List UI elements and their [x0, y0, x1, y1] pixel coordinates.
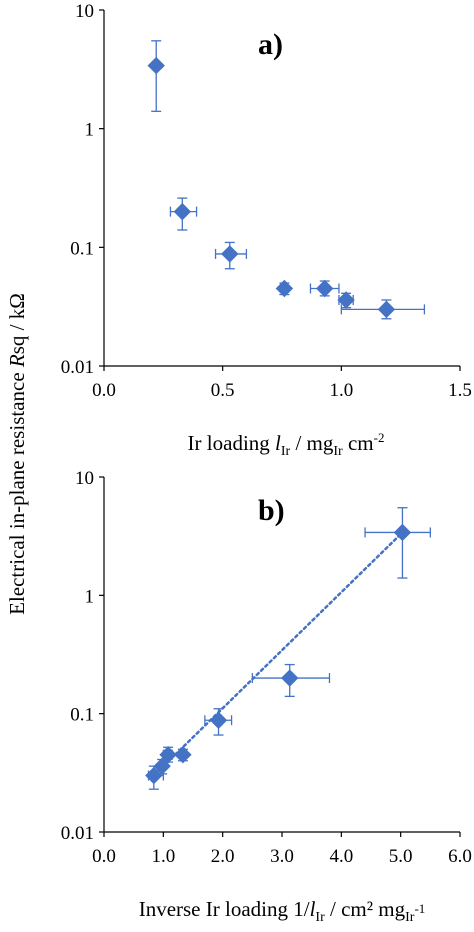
panel-a-y-tick-label: 1: [85, 120, 95, 141]
y-axis-label-main: Electrical in-plane resistance: [5, 367, 29, 615]
panel-a-y-tick-label: 0.01: [61, 357, 94, 378]
panel-b-x-tick-label: 3.0: [270, 846, 294, 867]
panel-a-data-point: [221, 245, 239, 263]
y-axis-label: Electrical in-plane resistance Rsq / kΩ: [5, 293, 29, 615]
panel-a-y-tick-label: 10: [75, 1, 94, 22]
panel-b-xlabel-unit-sub: Ir: [405, 910, 415, 925]
y-axis-label-rest: sq / kΩ: [5, 293, 29, 354]
panel-b-xlabel-var-sub: Ir: [315, 910, 325, 925]
panel-b-data-point: [153, 757, 171, 775]
panel-a-x-tick-label: 1.5: [448, 380, 472, 401]
panel-a-label: a): [258, 28, 283, 61]
panel-a: a) Ir loading lIr / mgIr cm-2 0.010.1110…: [61, 1, 472, 459]
panel-a-y-tick-label: 0.1: [70, 238, 94, 259]
panel-a-data-point: [173, 202, 192, 221]
panel-a-xlabel-post-sup: -2: [374, 430, 385, 445]
panel-b-y-tick-label: 0.01: [61, 823, 94, 844]
panel-a-xlabel-post: cm: [343, 431, 374, 455]
panel-a-x-tick-label: 1.0: [329, 380, 353, 401]
panel-b-data-point: [393, 523, 412, 542]
y-axis-label-italic: R: [5, 354, 29, 368]
panel-b-data-point: [159, 745, 177, 764]
panel-a-xlabel-mid: / mg: [290, 431, 334, 455]
panel-b-x-tick-label: 1.0: [151, 846, 175, 867]
panel-b-x-axis-label: Inverse Ir loading 1/lIr / cm² mgIr-1: [139, 897, 426, 925]
panel-a-x-axis-label: Ir loading lIr / mgIr cm-2: [188, 430, 385, 459]
panel-b-data-point: [145, 766, 163, 785]
panel-a-data-point: [275, 279, 294, 298]
panel-b-xlabel-pre: Inverse Ir loading 1/: [139, 897, 310, 921]
panel-b-x-tick-label: 6.0: [448, 846, 472, 867]
panel-b-x-tick-label: 5.0: [389, 846, 413, 867]
panel-a-data-point: [316, 279, 334, 298]
panel-b-y-tick-label: 10: [75, 468, 94, 489]
panel-a-xlabel-pre: Ir loading: [188, 431, 275, 455]
panel-b-x-tick-label: 2.0: [211, 846, 235, 867]
panel-b-data-point: [174, 745, 192, 764]
panel-a-x-tick-label: 0.5: [211, 380, 235, 401]
panel-a-xlabel-unit-sub: Ir: [333, 444, 343, 459]
panel-b-xlabel-var: l: [310, 897, 316, 921]
panel-b-y-tick-label: 0.1: [70, 705, 94, 726]
panel-a-xlabel-var: l: [275, 431, 281, 455]
panel-a-data-point: [147, 56, 165, 75]
panel-b-data-point: [209, 711, 228, 729]
panel-a-x-tick-label: 0.0: [92, 380, 116, 401]
panel-a-xlabel-var-sub: Ir: [281, 444, 291, 459]
panel-b-trendline: [152, 531, 404, 777]
panel-b: b) Inverse Ir loading 1/lIr / cm² mgIr-1…: [61, 468, 472, 925]
panel-b-data-point: [281, 669, 299, 687]
panel-b-x-tick-label: 4.0: [329, 846, 353, 867]
panel-b-xlabel-mid: / cm² mg: [325, 897, 406, 921]
panel-b-y-tick-label: 1: [85, 586, 95, 607]
panel-b-x-tick-label: 0.0: [92, 846, 116, 867]
panel-b-xlabel-post-sup: -1: [414, 901, 425, 916]
panel-a-data-point: [377, 300, 396, 319]
panel-a-data-point: [337, 291, 355, 309]
panel-b-label: b): [258, 494, 285, 527]
